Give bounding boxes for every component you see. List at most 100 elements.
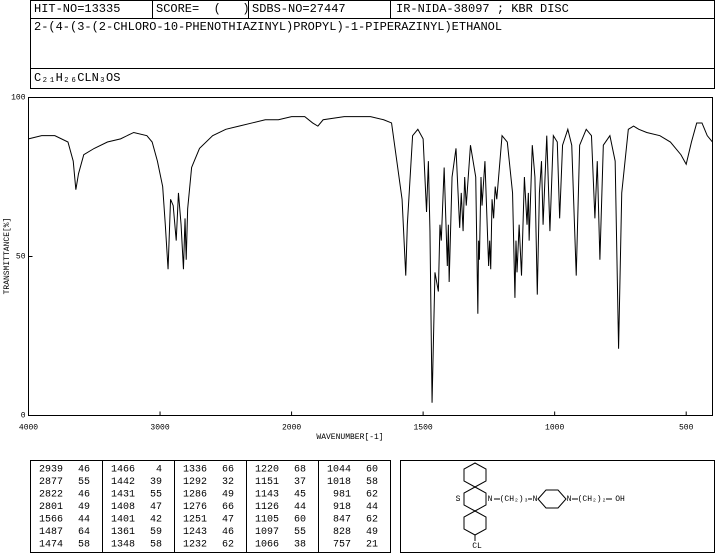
peak-wavenumber: 1336 bbox=[183, 465, 207, 476]
peak-transmittance: 66 bbox=[222, 502, 234, 513]
peak-transmittance: 39 bbox=[150, 477, 162, 488]
piperazine-ring bbox=[537, 489, 567, 509]
peak-wavenumber: 2939 bbox=[39, 465, 63, 476]
peak-transmittance: 46 bbox=[78, 465, 90, 476]
peak-wavenumber: 1487 bbox=[39, 527, 63, 538]
peak-wavenumber: 1143 bbox=[255, 490, 279, 501]
x-tick-label: 1000 bbox=[545, 424, 564, 433]
method: IR-NIDA-38097 ; KBR DISC bbox=[396, 2, 569, 16]
peak-wavenumber: 1251 bbox=[183, 515, 207, 526]
structure-label: OH bbox=[615, 495, 625, 504]
y-tick-label: 100 bbox=[11, 94, 26, 103]
hit-no: HIT-NO=13335 bbox=[34, 2, 120, 16]
peak-wavenumber: 1276 bbox=[183, 502, 207, 513]
spectrum-line bbox=[28, 116, 713, 403]
header-box bbox=[30, 0, 715, 89]
peak-transmittance: 44 bbox=[366, 502, 378, 513]
peak-wavenumber: 847 bbox=[333, 515, 351, 526]
peak-transmittance: 42 bbox=[150, 515, 162, 526]
peak-wavenumber: 1066 bbox=[255, 540, 279, 551]
peak-transmittance: 4 bbox=[156, 465, 162, 476]
structure-label: S bbox=[456, 495, 461, 504]
peak-transmittance: 47 bbox=[150, 502, 162, 513]
peak-wavenumber: 981 bbox=[333, 490, 351, 501]
peak-wavenumber: 1286 bbox=[183, 490, 207, 501]
peak-transmittance: 58 bbox=[366, 477, 378, 488]
formula: C₂₁H₂₆CLN₃OS bbox=[34, 71, 120, 85]
peak-transmittance: 44 bbox=[78, 515, 90, 526]
structure-box bbox=[400, 460, 715, 553]
plot-frame bbox=[28, 97, 713, 416]
peak-transmittance: 44 bbox=[294, 502, 306, 513]
ring bbox=[463, 486, 487, 512]
peak-transmittance: 59 bbox=[150, 527, 162, 538]
structure-label: N bbox=[488, 495, 493, 504]
structure-label: CL bbox=[472, 542, 482, 551]
peak-transmittance: 37 bbox=[294, 477, 306, 488]
ring bbox=[463, 462, 487, 488]
peak-transmittance: 55 bbox=[150, 490, 162, 501]
peak-transmittance: 21 bbox=[366, 540, 378, 551]
peak-wavenumber: 1126 bbox=[255, 502, 279, 513]
peak-wavenumber: 1442 bbox=[111, 477, 135, 488]
peak-transmittance: 55 bbox=[294, 527, 306, 538]
peak-wavenumber: 1474 bbox=[39, 540, 63, 551]
peak-transmittance: 49 bbox=[222, 490, 234, 501]
peak-transmittance: 47 bbox=[222, 515, 234, 526]
x-tick-label: 1500 bbox=[414, 424, 433, 433]
peak-transmittance: 55 bbox=[78, 477, 90, 488]
structure-label: (CH₂)₂ bbox=[578, 495, 607, 504]
ring bbox=[463, 510, 487, 536]
peak-wavenumber: 1292 bbox=[183, 477, 207, 488]
peak-transmittance: 58 bbox=[150, 540, 162, 551]
x-tick-label: 500 bbox=[679, 424, 694, 433]
peak-wavenumber: 1105 bbox=[255, 515, 279, 526]
peak-wavenumber: 1408 bbox=[111, 502, 135, 513]
x-tick-label: 4000 bbox=[19, 424, 38, 433]
peak-transmittance: 60 bbox=[366, 465, 378, 476]
peak-transmittance: 64 bbox=[78, 527, 90, 538]
peak-wavenumber: 918 bbox=[333, 502, 351, 513]
score: SCORE= ( ) bbox=[156, 2, 250, 16]
peak-wavenumber: 1151 bbox=[255, 477, 279, 488]
peak-transmittance: 62 bbox=[366, 515, 378, 526]
x-tick-label: 3000 bbox=[150, 424, 169, 433]
peak-transmittance: 62 bbox=[222, 540, 234, 551]
y-tick-label: 0 bbox=[21, 412, 26, 421]
peak-wavenumber: 1466 bbox=[111, 465, 135, 476]
structure-label: N bbox=[533, 495, 538, 504]
sdbs-no: SDBS-NO=27447 bbox=[252, 2, 346, 16]
y-axis-label: TRANSMITTANCE[%] bbox=[3, 218, 12, 295]
peak-wavenumber: 1361 bbox=[111, 527, 135, 538]
peak-transmittance: 62 bbox=[366, 490, 378, 501]
peak-wavenumber: 2801 bbox=[39, 502, 63, 513]
peak-transmittance: 49 bbox=[366, 527, 378, 538]
peak-transmittance: 49 bbox=[78, 502, 90, 513]
peak-wavenumber: 1566 bbox=[39, 515, 63, 526]
compound-name: 2-(4-(3-(2-CHLORO-10-PHENOTHIAZINYL)PROP… bbox=[34, 20, 502, 34]
x-tick-label: 2000 bbox=[282, 424, 301, 433]
peak-transmittance: 68 bbox=[294, 465, 306, 476]
peak-wavenumber: 2877 bbox=[39, 477, 63, 488]
peak-wavenumber: 1044 bbox=[327, 465, 351, 476]
structure-label: (CH₂)₃ bbox=[500, 495, 529, 504]
peak-wavenumber: 1431 bbox=[111, 490, 135, 501]
peak-wavenumber: 828 bbox=[333, 527, 351, 538]
x-axis-label: WAVENUMBER[-1] bbox=[316, 433, 383, 442]
peak-wavenumber: 2822 bbox=[39, 490, 63, 501]
peak-wavenumber: 1097 bbox=[255, 527, 279, 538]
structure-label: N bbox=[567, 495, 572, 504]
peak-transmittance: 46 bbox=[78, 490, 90, 501]
peak-transmittance: 58 bbox=[78, 540, 90, 551]
peak-transmittance: 45 bbox=[294, 490, 306, 501]
peak-wavenumber: 1220 bbox=[255, 465, 279, 476]
peak-wavenumber: 1243 bbox=[183, 527, 207, 538]
peak-transmittance: 38 bbox=[294, 540, 306, 551]
peak-wavenumber: 1232 bbox=[183, 540, 207, 551]
peak-transmittance: 32 bbox=[222, 477, 234, 488]
y-tick-label: 50 bbox=[16, 253, 26, 262]
structure-drawing bbox=[463, 462, 612, 541]
peak-transmittance: 60 bbox=[294, 515, 306, 526]
